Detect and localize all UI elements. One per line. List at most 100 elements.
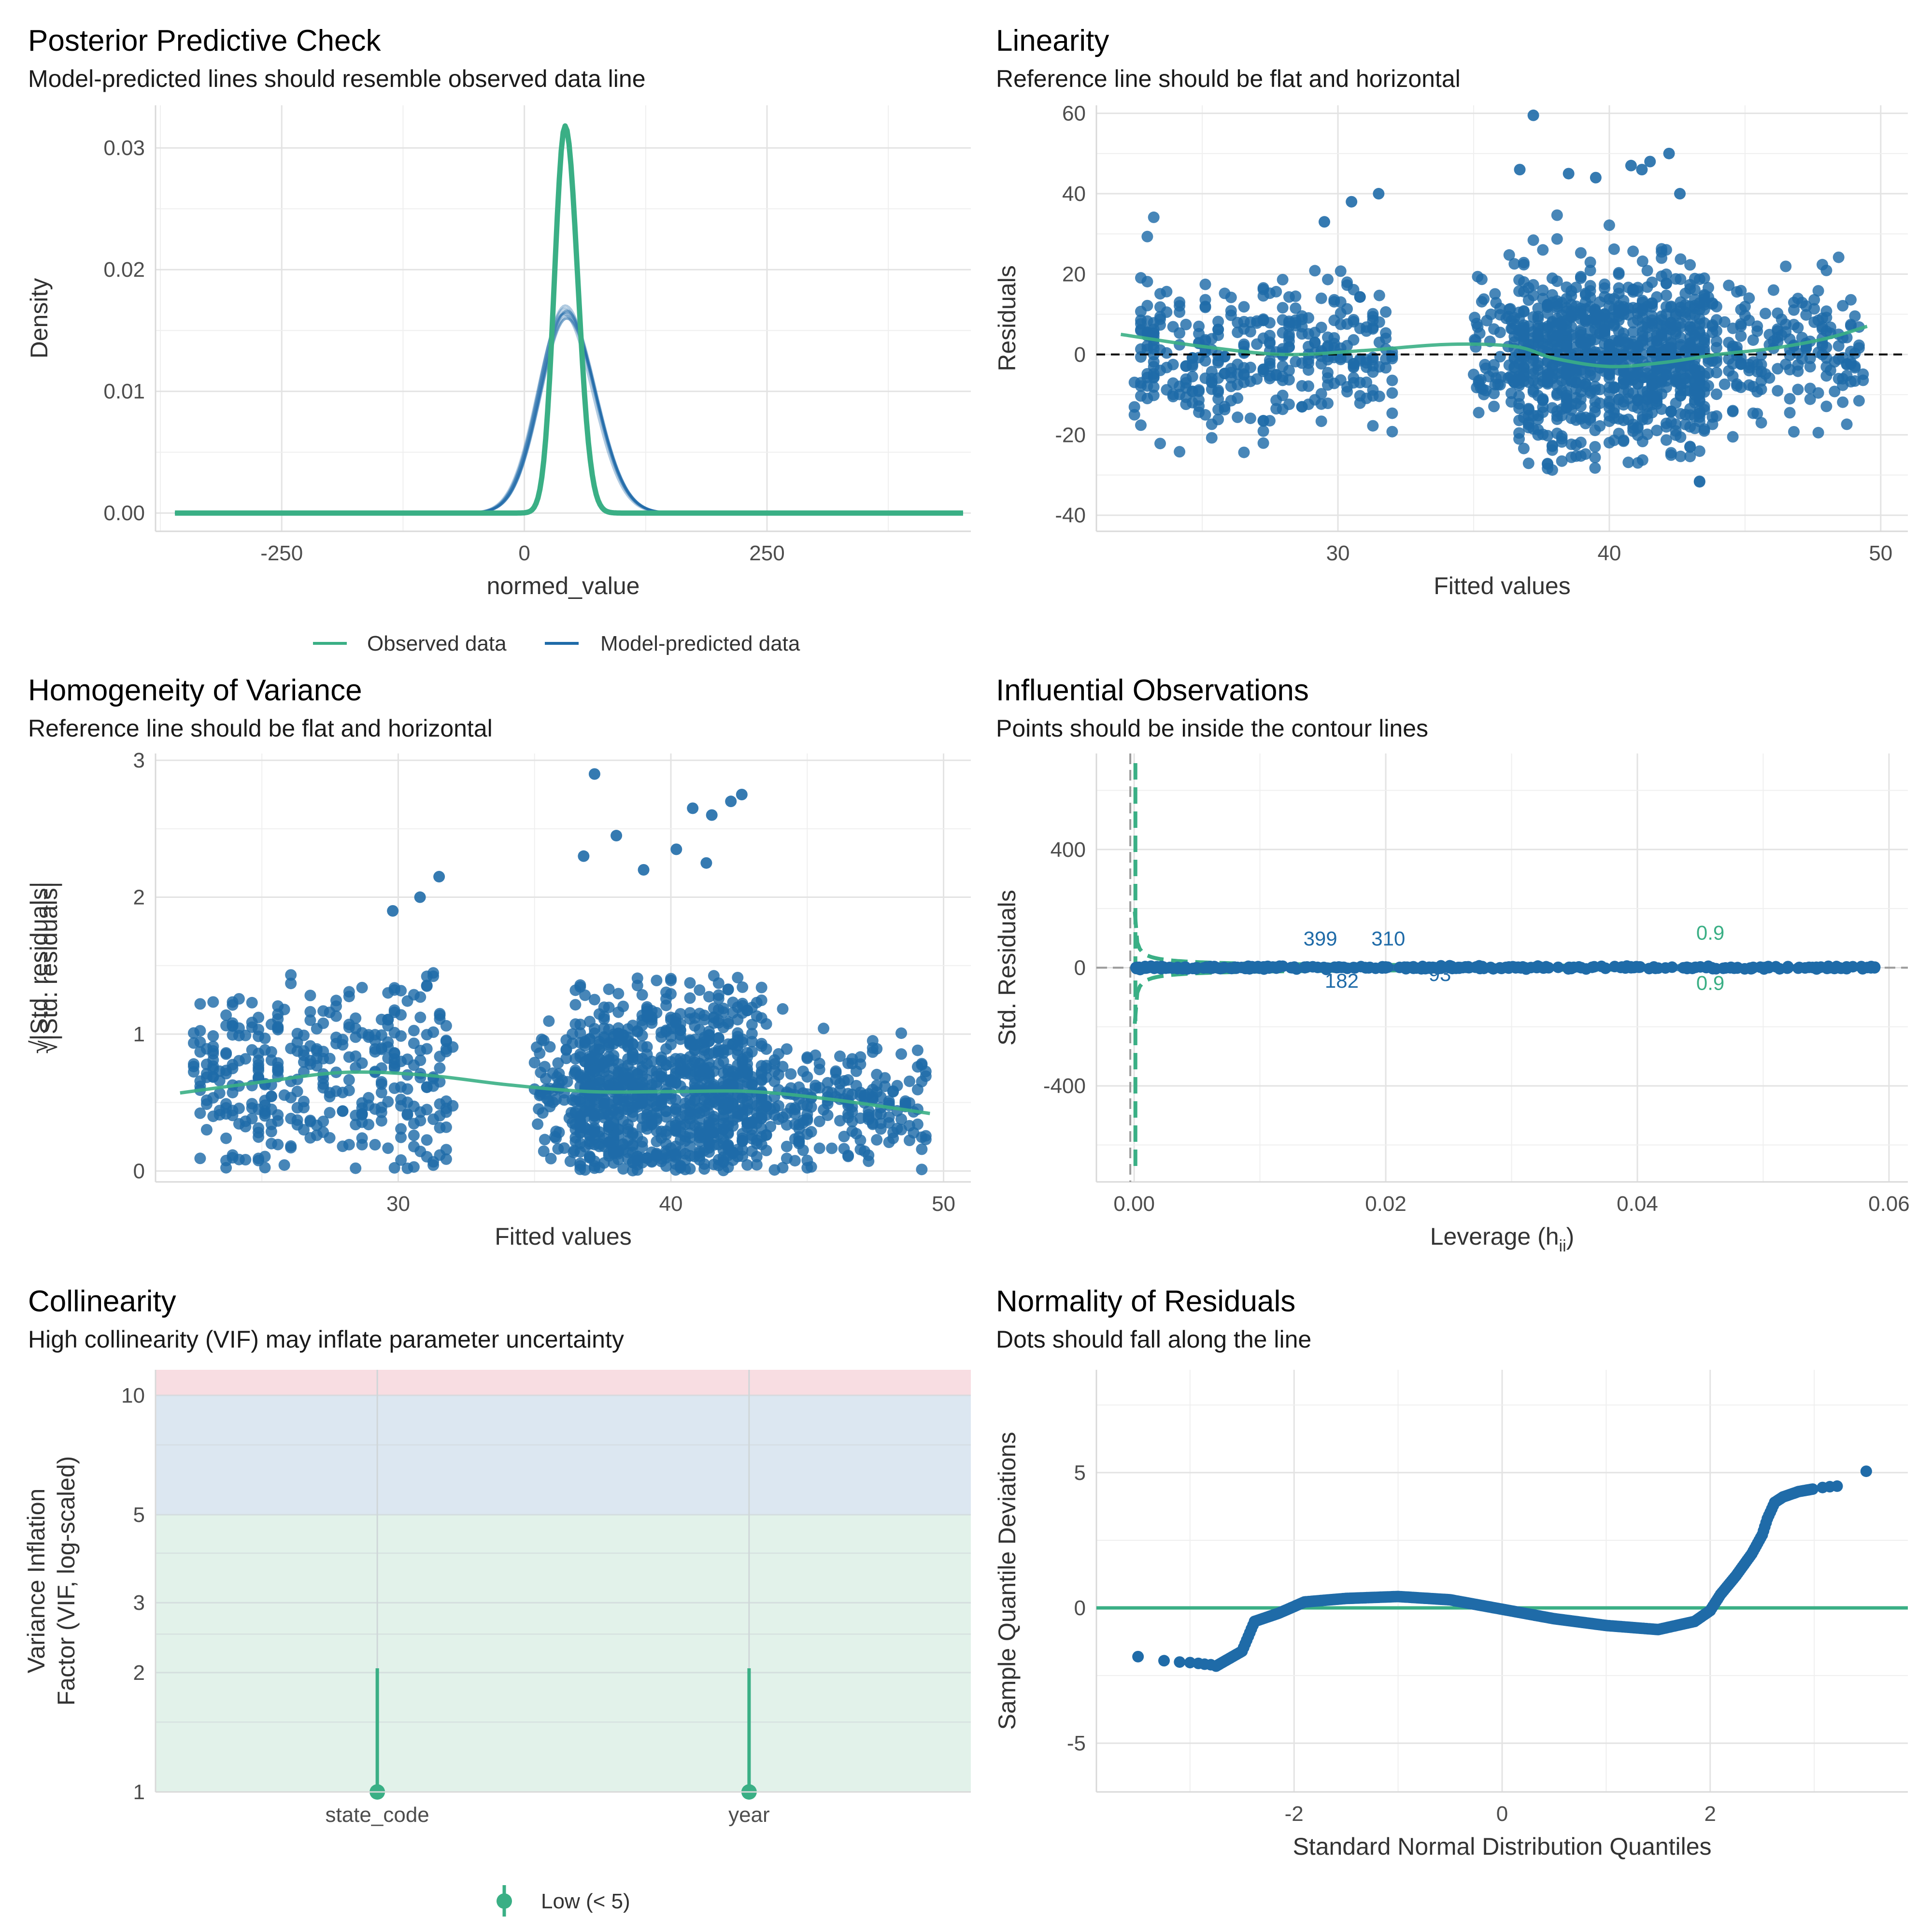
data-point — [722, 1139, 734, 1151]
data-point — [631, 1101, 643, 1113]
data-point — [813, 1057, 825, 1069]
data-point — [1660, 268, 1672, 280]
normality-grid — [1096, 1370, 1908, 1792]
data-point — [387, 905, 399, 917]
data-point — [285, 1140, 297, 1152]
y-tick-label: 20 — [1062, 262, 1086, 286]
data-point — [1675, 389, 1687, 401]
data-point — [1792, 322, 1804, 334]
data-point — [834, 1115, 846, 1127]
data-point — [895, 1027, 907, 1039]
data-point — [304, 990, 316, 1001]
data-point — [1608, 243, 1620, 255]
data-point — [1193, 320, 1205, 332]
data-point — [414, 1115, 426, 1127]
data-point — [781, 1152, 793, 1165]
y-tick-label: 10 — [121, 1384, 145, 1407]
data-point — [1772, 323, 1784, 335]
data-point — [584, 1129, 596, 1140]
data-point — [207, 1071, 219, 1083]
data-point — [1348, 284, 1360, 296]
data-point — [1174, 446, 1186, 458]
data-point — [1751, 320, 1763, 332]
data-point — [588, 994, 600, 1006]
data-point — [574, 1096, 586, 1108]
data-point — [1556, 436, 1568, 448]
data-point — [1373, 289, 1385, 301]
data-point — [850, 1080, 862, 1092]
y-tick-label: 2 — [133, 1661, 145, 1685]
x-tick-label: 0 — [518, 541, 530, 565]
data-point — [1238, 323, 1250, 335]
data-point — [1322, 273, 1334, 285]
linearity-title: Linearity — [996, 24, 1109, 57]
data-point — [1636, 164, 1648, 176]
homogeneity-panel: Homogeneity of Variance Reference line sh… — [26, 674, 971, 1250]
data-point — [1689, 376, 1701, 388]
qq-point — [1860, 1465, 1872, 1477]
data-point — [1537, 244, 1549, 256]
data-point — [1589, 406, 1601, 418]
data-point — [1303, 398, 1314, 411]
data-point — [414, 891, 426, 903]
data-point — [1141, 230, 1153, 242]
data-point — [532, 1118, 544, 1130]
data-point — [207, 1045, 219, 1057]
data-point — [1489, 288, 1501, 300]
data-point — [414, 991, 426, 1003]
data-point — [665, 1038, 677, 1051]
data-point — [1367, 420, 1379, 432]
data-point — [584, 1138, 596, 1150]
data-point — [1135, 377, 1147, 389]
data-point — [773, 1113, 784, 1125]
data-point — [1772, 385, 1784, 397]
data-point — [1812, 285, 1824, 297]
loess-smooth-line — [1121, 325, 1868, 369]
data-point — [324, 1132, 336, 1144]
data-point — [337, 1140, 349, 1152]
data-point — [660, 1138, 672, 1150]
data-point — [1739, 300, 1751, 313]
data-point — [617, 1138, 629, 1150]
data-point — [1386, 426, 1398, 438]
data-point — [708, 1158, 720, 1170]
data-point — [375, 1087, 387, 1098]
data-point — [638, 864, 650, 876]
data-point — [854, 1051, 867, 1063]
data-point — [421, 1081, 433, 1093]
x-tick-label: 50 — [1869, 541, 1892, 565]
data-point — [408, 1161, 420, 1173]
collinearity-title: Collinearity — [28, 1285, 176, 1318]
data-point — [1625, 159, 1637, 171]
data-point — [741, 1077, 753, 1089]
data-point — [324, 1107, 336, 1119]
data-point — [660, 1125, 672, 1137]
data-point — [684, 992, 696, 1004]
data-point — [1675, 431, 1687, 443]
data-point — [1651, 327, 1663, 340]
data-point — [434, 1009, 446, 1022]
x-tick-label: 30 — [1326, 541, 1350, 565]
data-point — [421, 1029, 433, 1041]
data-point — [1527, 109, 1539, 121]
data-point — [1161, 347, 1173, 359]
y-tick-label: 0 — [1074, 1596, 1086, 1620]
data-point — [1660, 289, 1672, 301]
ppc-title: Posterior Predictive Check — [28, 24, 381, 57]
data-point — [608, 1104, 620, 1116]
data-point — [574, 1126, 586, 1138]
data-point — [253, 1065, 265, 1077]
data-point — [751, 996, 763, 1009]
data-point — [1589, 452, 1601, 464]
data-point — [781, 1108, 793, 1120]
data-point — [797, 1144, 809, 1156]
data-point — [887, 1132, 899, 1144]
data-point — [1565, 438, 1577, 450]
data-point — [304, 1058, 316, 1070]
data-point — [698, 1163, 710, 1175]
predicted-density-line — [175, 314, 963, 514]
data-point — [651, 975, 663, 986]
data-point — [1719, 378, 1731, 390]
data-point — [1693, 476, 1705, 488]
data-point — [588, 1023, 600, 1035]
